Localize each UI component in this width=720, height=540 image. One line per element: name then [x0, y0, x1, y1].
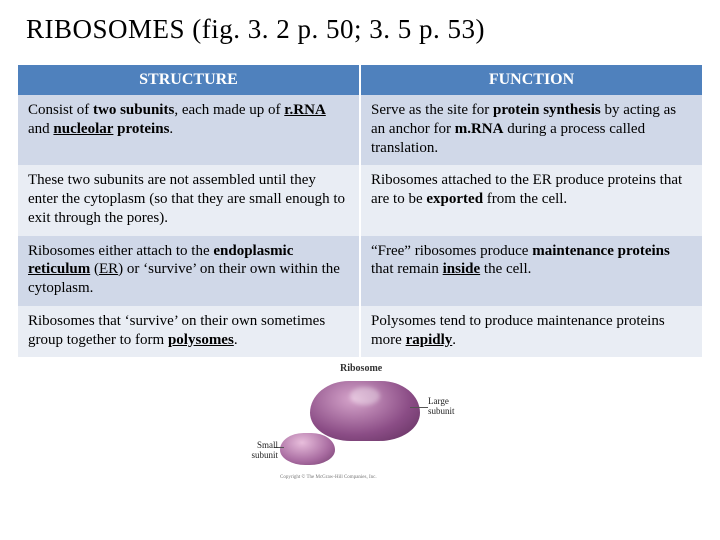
cell-function: Polysomes tend to produce maintenance pr…	[360, 306, 702, 358]
col-function: FUNCTION	[360, 65, 702, 95]
table-row: Ribosomes either attach to the endoplasm…	[18, 236, 702, 306]
small-subunit-label: Small subunit	[250, 441, 278, 460]
cell-structure: Ribosomes that ‘survive’ on their own so…	[18, 306, 360, 358]
cell-structure: Consist of two subunits, each made up of…	[18, 95, 360, 165]
table-row: Ribosomes that ‘survive’ on their own so…	[18, 306, 702, 358]
large-subunit-shape	[310, 381, 420, 441]
small-subunit-shape	[280, 433, 335, 465]
table-row: These two subunits are not assembled unt…	[18, 165, 702, 235]
cell-function: “Free” ribosomes produce maintenance pro…	[360, 236, 702, 306]
table-row: Consist of two subunits, each made up of…	[18, 95, 702, 165]
ribosome-table: STRUCTURE FUNCTION Consist of two subuni…	[18, 65, 702, 357]
cell-structure: These two subunits are not assembled unt…	[18, 165, 360, 235]
cell-function: Ribosomes attached to the ER produce pro…	[360, 165, 702, 235]
diagram-credit: Copyright © The McGraw-Hill Companies, I…	[280, 475, 460, 480]
page-title: RIBOSOMES (fig. 3. 2 p. 50; 3. 5 p. 53)	[26, 14, 702, 45]
cell-structure: Ribosomes either attach to the endoplasm…	[18, 236, 360, 306]
cell-function: Serve as the site for protein synthesis …	[360, 95, 702, 165]
diagram-title: Ribosome	[340, 363, 382, 374]
large-subunit-label: Large subunit	[428, 397, 470, 416]
ribosome-diagram: Ribosome Large subunit Small subunit Cop…	[250, 363, 470, 483]
col-structure: STRUCTURE	[18, 65, 360, 95]
leader-line	[410, 407, 428, 408]
